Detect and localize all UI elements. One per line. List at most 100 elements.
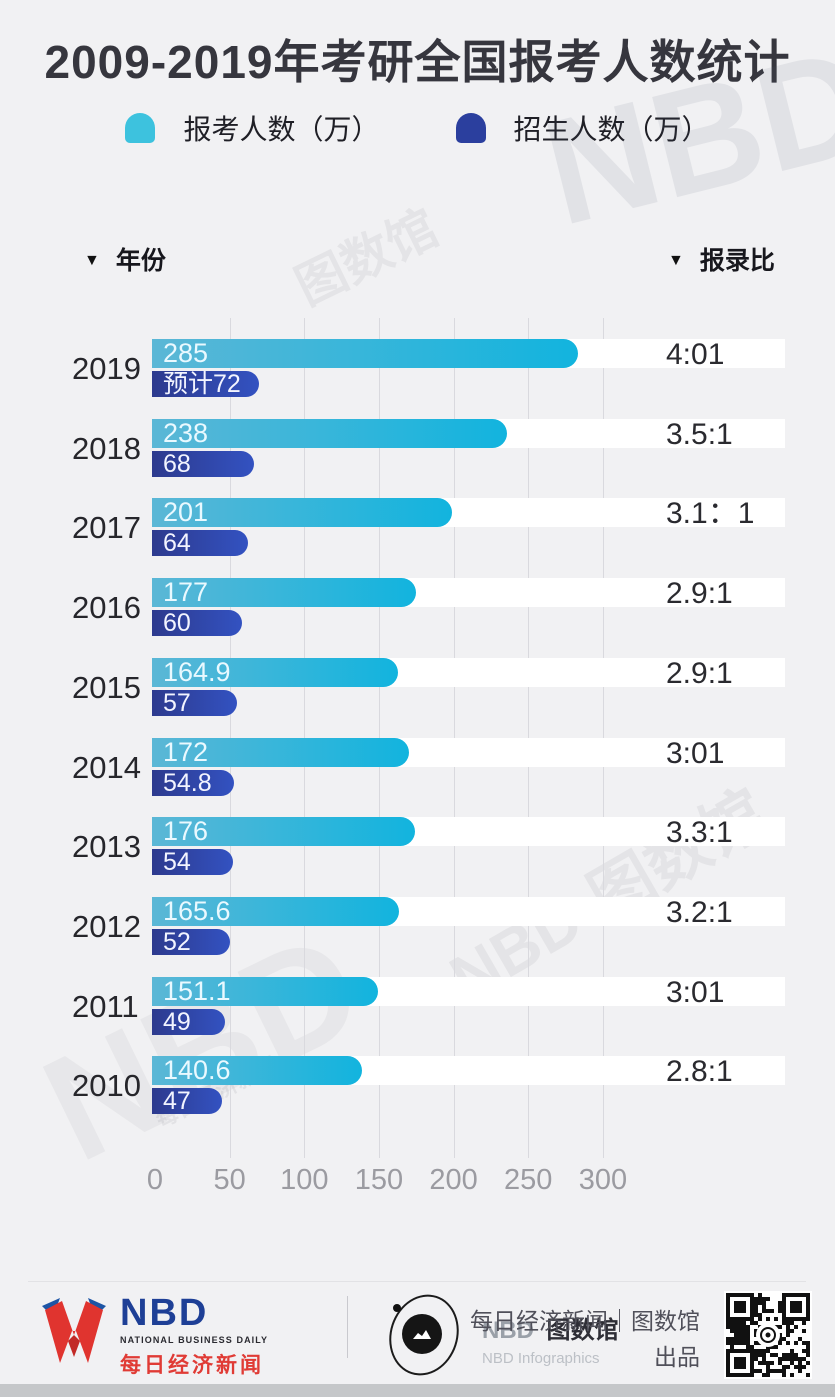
ratio-column-label: 报录比 <box>699 247 775 275</box>
column-header-ratio: ▼ 报录比 <box>668 241 775 277</box>
admissions-bar: 60 <box>152 609 242 638</box>
infographics-en: NBD Infographics <box>482 1350 600 1367</box>
chart-row: 2014 172 54.8 3:01 <box>0 736 835 818</box>
nbd-text-block: NBD NATIONAL BUSINESS DAILY 每日经济新闻 <box>120 1294 320 1379</box>
admissions-value: 60 <box>163 609 191 638</box>
admissions-bar: 57 <box>152 688 237 717</box>
footer-vertical-divider <box>347 1296 348 1358</box>
infographics-text-block: NBD 图数馆 NBD Infographics <box>482 1310 618 1367</box>
qr-code <box>724 1291 812 1379</box>
chart-row: 2019 285 预计72 4:01 <box>0 339 835 419</box>
chart-row: 2013 176 54 3.3:1 <box>0 817 835 897</box>
bottom-shadow-strip <box>0 1384 835 1397</box>
year-label: 2018 <box>72 430 141 466</box>
admissions-value: 预计72 <box>163 370 241 398</box>
ratio-value: 3.2:1 <box>666 895 733 929</box>
footer-divider <box>28 1281 806 1282</box>
chart-legend: 报考人数（万） 招生人数（万） <box>0 108 835 148</box>
year-column-label: 年份 <box>115 247 166 275</box>
x-axis-tick-label: 300 <box>578 1164 628 1196</box>
page-title: 2009-2019年考研全国报考人数统计 <box>44 36 791 88</box>
column-header-year: ▼ 年份 <box>84 241 166 277</box>
chart-row: 2011 151.1 49 3:01 <box>0 975 835 1057</box>
legend-item-admissions: 招生人数（万） <box>455 108 710 148</box>
year-label: 2017 <box>72 510 141 546</box>
applicants-bar: 164.9 <box>152 656 398 687</box>
ratio-value: 3.1：1 <box>666 497 755 531</box>
applicants-bar: 151.1 <box>152 975 378 1006</box>
applicants-swatch-icon <box>125 113 156 143</box>
ratio-value: 3:01 <box>666 736 725 770</box>
nbd-chinese-name: 每日经济新闻 <box>120 1354 264 1377</box>
watermark: 图数馆 <box>287 199 447 316</box>
applicants-value: 172 <box>163 736 209 767</box>
x-axis-tick-label: 200 <box>429 1164 478 1196</box>
admissions-value: 52 <box>163 927 191 956</box>
chart-row: 2015 164.9 57 2.9:1 <box>0 656 835 738</box>
year-label: 2016 <box>72 590 141 626</box>
admissions-value: 54 <box>163 848 191 877</box>
admissions-bar: 47 <box>152 1087 222 1116</box>
ratio-value: 3:01 <box>666 975 725 1009</box>
admissions-value: 57 <box>163 688 191 717</box>
credit-line2: 出品 <box>654 1344 700 1370</box>
applicants-value: 201 <box>163 497 209 528</box>
applicants-bar: 238 <box>152 417 507 448</box>
credit-line1: 每日经济新闻｜图数馆 <box>470 1308 700 1334</box>
x-axis-tick-label: 250 <box>504 1164 553 1196</box>
year-label: 2012 <box>72 908 141 944</box>
x-axis-tick-label: 100 <box>280 1164 329 1196</box>
admissions-value: 64 <box>163 529 191 558</box>
admissions-value: 49 <box>163 1007 191 1036</box>
applicants-bar: 285 <box>152 339 578 368</box>
ratio-value: 3.3:1 <box>666 816 733 850</box>
x-axis-tick-label: 0 <box>146 1164 164 1196</box>
orbit-core-icon <box>402 1314 442 1354</box>
applicants-value: 176 <box>163 816 209 847</box>
admissions-bar: 52 <box>152 927 230 956</box>
applicants-bar: 201 <box>152 497 452 528</box>
ratio-value: 2.9:1 <box>666 577 733 611</box>
legend-applicants-label: 报考人数（万） <box>183 114 380 145</box>
admissions-bar: 预计72 <box>152 371 259 397</box>
applicants-value: 140.6 <box>163 1055 231 1086</box>
chart-row: 2018 238 68 3.5:1 <box>0 417 835 499</box>
admissions-bar: 68 <box>152 449 254 478</box>
admissions-bar: 54 <box>152 848 233 877</box>
legend-item-applicants: 报考人数（万） <box>125 108 380 148</box>
infographics-cn: 图数馆 <box>546 1317 619 1344</box>
applicants-bar: 172 <box>152 736 409 767</box>
nbd-infographics-logo-icon <box>378 1285 470 1385</box>
admissions-bar: 64 <box>152 529 248 558</box>
sort-arrow-icon: ▼ <box>84 252 100 269</box>
year-label: 2014 <box>72 749 141 785</box>
chart-row: 2010 140.6 47 2.8:1 <box>0 1056 835 1136</box>
year-label: 2010 <box>72 1068 141 1104</box>
chart-row: 2017 201 64 3.1：1 <box>0 498 835 578</box>
applicants-value: 151.1 <box>163 975 231 1006</box>
applicants-value: 238 <box>163 417 209 448</box>
applicants-bar: 140.6 <box>152 1055 362 1086</box>
nbd-full-name: NATIONAL BUSINESS DAILY <box>120 1335 269 1345</box>
nbd-acronym: NBD <box>120 1292 209 1334</box>
ratio-value: 2.9:1 <box>666 656 733 690</box>
chart-row: 2012 165.6 52 3.2:1 <box>0 895 835 977</box>
applicants-bar: 177 <box>152 578 416 608</box>
x-axis-tick-label: 50 <box>213 1164 246 1196</box>
admissions-bar: 49 <box>152 1007 225 1036</box>
admissions-value: 54.8 <box>163 768 212 797</box>
bar-chart: 0 50 100 150 200 250 300 2019 285 预计72 4:01 20… <box>0 318 835 1203</box>
admissions-swatch-icon <box>455 113 486 143</box>
infographics-brand: NBD <box>482 1317 534 1344</box>
admissions-bar: 54.8 <box>152 768 234 797</box>
sort-arrow-icon: ▼ <box>668 252 684 269</box>
admissions-value: 47 <box>163 1087 191 1116</box>
nbd-logo-icon <box>38 1295 110 1367</box>
ratio-value: 2.8:1 <box>666 1055 733 1089</box>
credit-block: 每日经济新闻｜图数馆 出品 <box>470 1303 700 1375</box>
x-axis-tick-label: 150 <box>354 1164 404 1196</box>
applicants-value: 164.9 <box>163 656 231 687</box>
admissions-value: 68 <box>163 449 191 478</box>
ratio-value: 4:01 <box>666 338 725 371</box>
